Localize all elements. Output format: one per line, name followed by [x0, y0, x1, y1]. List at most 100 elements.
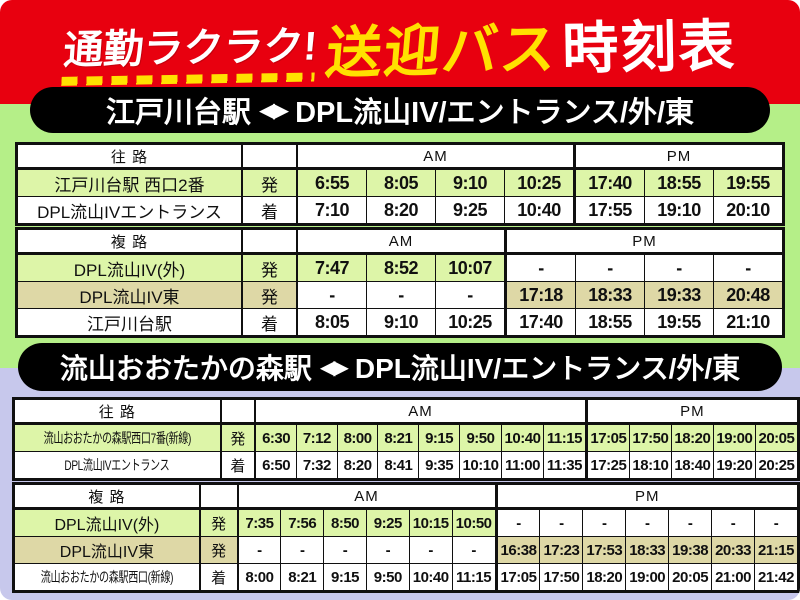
- time-cell: -: [435, 281, 506, 309]
- time-cell: -: [365, 536, 410, 564]
- stop-label: 江戸川台駅 西口2番: [16, 168, 243, 197]
- time-cell: -: [504, 253, 576, 282]
- time-cell: 7:47: [296, 253, 367, 282]
- route1-destination: DPL流山IV/エントランス/外/東: [295, 97, 695, 129]
- time-cell: 9:35: [418, 451, 460, 480]
- time-cell: 21:42: [753, 563, 800, 592]
- bidirectional-arrow-icon: ◀▶: [258, 98, 289, 122]
- time-cell: 11:35: [542, 451, 587, 480]
- timetable: 複 路 AM PM DPL流山IV(外) 発 7:35 7:56 8:50 9:25 10:15 1…: [12, 482, 800, 593]
- time-cell: 7:10: [296, 196, 367, 225]
- section2-route-header: 流山おおたかの森駅 ◀▶ DPL流山IV/エントランス/外/東: [18, 343, 782, 391]
- time-cell: 17:05: [584, 423, 630, 452]
- empty-header-cell: [219, 398, 256, 425]
- time-cell: 7:32: [295, 451, 338, 480]
- time-cell: 9:15: [418, 423, 460, 452]
- time-cell: -: [582, 508, 627, 537]
- pm-header: PM: [504, 228, 784, 255]
- timetable-row: 流山おおたかの森駅西口(新線) 着 8:00 8:21 9:15 9:50 10:40 11:…: [12, 563, 800, 592]
- time-cell: 17:50: [628, 423, 672, 452]
- time-cell: 21:15: [753, 536, 800, 564]
- time-cell: 18:33: [575, 281, 645, 309]
- timetable-row: DPL流山IV(外) 発 7:35 7:56 8:50 9:25 10:15 10:50- - -…: [12, 508, 800, 537]
- time-cell: 7:56: [280, 508, 325, 537]
- pm-header: PM: [494, 483, 800, 510]
- timetable: 往 路 AM PM 江戸川台駅 西口2番発 6:55 8:05 9:10 10:25 17:40…: [15, 142, 785, 226]
- timetable-row: 江戸川台駅 西口2番発 6:55 8:05 9:10 10:25 17:40 18:55 19…: [16, 168, 784, 197]
- time-cell: 21:10: [713, 308, 784, 337]
- stop-label: 流山おおたかの森駅西口7番(新線): [12, 423, 222, 452]
- time-cell: -: [451, 536, 497, 564]
- time-cell: 20:05: [668, 563, 713, 592]
- time-cell: -: [713, 253, 784, 282]
- time-cell: 8:05: [296, 308, 367, 337]
- time-cell: 11:00: [500, 451, 544, 480]
- time-cell: 17:25: [584, 451, 630, 480]
- time-cell: 8:50: [323, 508, 367, 537]
- timetable-row: DPL流山IV(外) 発 7:47 8:52 10:07- - - -: [16, 253, 784, 282]
- time-cell: 8:20: [366, 196, 436, 225]
- time-cell: -: [280, 536, 325, 564]
- time-cell: 9:50: [458, 423, 502, 452]
- time-cell: -: [625, 508, 670, 537]
- empty-header-cell: [198, 483, 239, 510]
- depart-arrive-cell: 発: [198, 536, 239, 564]
- time-cell: -: [668, 508, 713, 537]
- time-cell: 20:25: [754, 451, 800, 480]
- direction-header: 往 路: [12, 398, 222, 425]
- depart-arrive-cell: 発: [219, 423, 256, 452]
- time-cell: 17:18: [504, 281, 576, 309]
- stop-label: DPL流山IV東: [16, 281, 243, 309]
- stop-label: DPL流山IV(外): [16, 253, 243, 282]
- time-cell: -: [494, 508, 541, 537]
- time-cell: 17:53: [582, 536, 627, 564]
- time-cell: 10:07: [435, 253, 506, 282]
- time-cell: -: [644, 253, 714, 282]
- time-cell: 18:20: [670, 423, 714, 452]
- time-cell: 20:05: [754, 423, 800, 452]
- stop-label: DPL流山IV東: [12, 536, 201, 564]
- am-header: AM: [296, 228, 506, 255]
- time-cell: 6:30: [254, 423, 297, 452]
- time-cell: 10:25: [435, 308, 506, 337]
- stop-label: DPL流山IV(外): [12, 508, 201, 537]
- section1-route-header: 江戸川台駅 ◀▶ DPL流山IV/エントランス/外/東: [30, 87, 770, 133]
- stop-label: 流山おおたかの森駅西口(新線): [12, 563, 201, 592]
- time-cell: 19:00: [712, 423, 756, 452]
- time-cell: 8:41: [377, 451, 420, 480]
- time-cell: -: [575, 253, 645, 282]
- time-cell: 6:50: [254, 451, 297, 480]
- title-banner: 通勤ラクラク! 送迎バス 時刻表: [0, 0, 800, 104]
- time-cell: -: [539, 508, 584, 537]
- time-cell: 10:15: [408, 508, 453, 537]
- time-cell: -: [366, 281, 436, 309]
- am-header: AM: [296, 143, 575, 170]
- time-cell: 17:40: [573, 168, 645, 197]
- time-cell: 19:00: [625, 563, 670, 592]
- time-cell: 7:12: [295, 423, 338, 452]
- route1-origin: 江戸川台駅: [105, 97, 251, 129]
- time-cell: 21:00: [711, 563, 755, 592]
- timetable-row: DPL流山IVエントランス着 6:50 7:32 8:20 8:41 9:35 10:10 1…: [12, 451, 800, 480]
- time-cell: 7:35: [236, 508, 282, 537]
- time-cell: 18:20: [582, 563, 627, 592]
- time-cell: 17:05: [494, 563, 541, 592]
- time-cell: 8:05: [366, 168, 436, 197]
- direction-header: 複 路: [16, 228, 243, 255]
- time-cell: 18:40: [670, 451, 714, 480]
- timetable-header-row: 往 路 AM PM: [16, 143, 784, 170]
- depart-arrive-cell: 着: [241, 308, 298, 337]
- timetable-row: 流山おおたかの森駅西口7番(新線) 発 6:30 7:12 8:00 8:21 9:15 9:…: [12, 423, 800, 452]
- time-cell: 20:10: [713, 196, 784, 225]
- time-cell: 19:55: [644, 308, 714, 337]
- time-cell: -: [323, 536, 367, 564]
- time-cell: 9:50: [365, 563, 410, 592]
- stop-label: 江戸川台駅: [16, 308, 243, 337]
- time-cell: 10:40: [500, 423, 544, 452]
- timetable-row: 江戸川台駅着 8:05 9:10 10:25 17:40 18:55 19:55 21:10: [16, 308, 784, 337]
- route2-destination: DPL流山IV/エントランス/外/東: [354, 353, 741, 384]
- timetable-header-row: 往 路 AM PM: [12, 398, 800, 425]
- empty-header-cell: [241, 143, 298, 170]
- time-cell: 20:48: [713, 281, 784, 309]
